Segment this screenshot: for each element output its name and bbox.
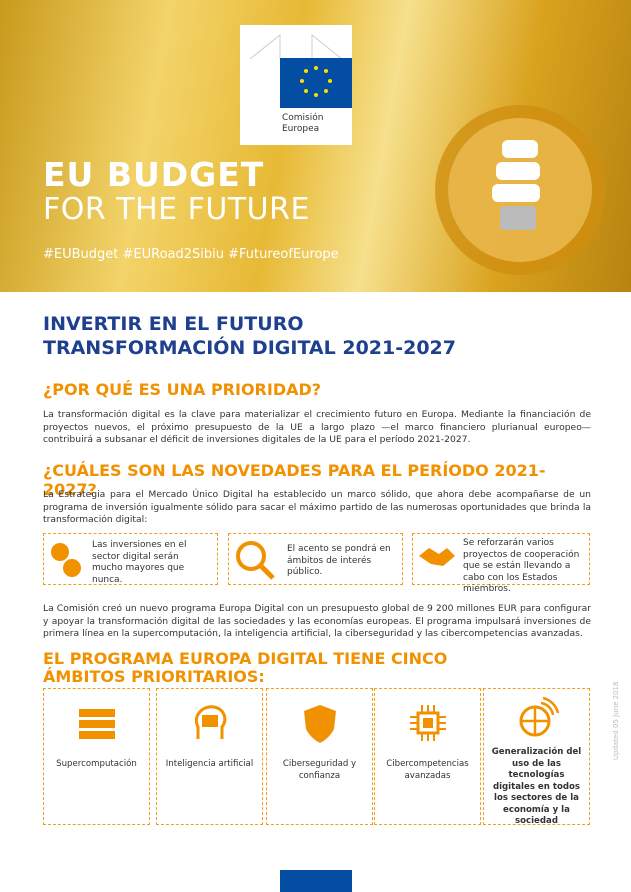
- priority-label: Supercomputación: [56, 759, 137, 769]
- heading: TRANSFORMACIÓN DIGITAL 2021-2027: [43, 337, 456, 359]
- priority-box: Generalización del uso de las tecnología…: [483, 688, 590, 826]
- section-title: ¿CUÁLES SON LAS NOVEDADES PARA EL PERÍOD…: [43, 461, 546, 499]
- priority-label: Generalización del uso de las tecnología…: [491, 747, 582, 826]
- chip-icon: [410, 705, 446, 741]
- shield-icon: [304, 705, 336, 743]
- priority-box: Ciberseguridad y confianza: [266, 688, 373, 825]
- hashtags: #EUBudget #EURoad2Sibiu #FutureofEurope: [43, 247, 339, 262]
- info-box: Se reforzarán varios proyectos de cooper…: [412, 533, 590, 594]
- hero-title: EU BUDGET: [43, 155, 265, 194]
- info-box: El acento se pondrá en ámbitos de interé…: [228, 533, 403, 585]
- paragraph: La Estrategia para el Mercado Único Digi…: [43, 489, 591, 526]
- building-icon: [249, 33, 343, 60]
- logo-text: Comisión: [282, 113, 324, 123]
- priority-box: Supercomputación: [43, 688, 150, 825]
- priority-label: Inteligencia artificial: [165, 759, 254, 769]
- ai-icon: [195, 705, 227, 739]
- priority-label: Ciberseguridad y confianza: [282, 759, 357, 781]
- server-icon: [79, 709, 115, 739]
- updated-note: Updated 05 June 2018: [612, 681, 620, 760]
- eu-flag: [280, 58, 352, 108]
- info-box: Las inversiones en el sector digital ser…: [43, 533, 218, 585]
- box-text: El acento se pondrá en ámbitos de interé…: [287, 544, 391, 577]
- priority-box: Inteligencia artificial: [156, 688, 263, 825]
- euro-icon: [51, 543, 81, 577]
- section-title: EL PROGRAMA EUROPA DIGITAL TIENE CINCO Á…: [43, 649, 448, 686]
- globe-icon: [519, 697, 559, 737]
- handshake-icon: [419, 548, 455, 566]
- footer-bar: [280, 870, 352, 892]
- bulb-icon: [435, 105, 605, 275]
- logo-text: Europea: [282, 124, 320, 134]
- hero-subtitle: FOR THE FUTURE: [43, 192, 310, 227]
- section-title: ¿POR QUÉ ES UNA PRIORIDAD?: [43, 380, 322, 399]
- box-text: Las inversiones en el sector digital ser…: [92, 540, 187, 585]
- heading: INVERTIR EN EL FUTURO: [43, 313, 304, 335]
- priority-box: Cibercompetencias avanzadas: [374, 688, 481, 825]
- paragraph: La transformación digital es la clave pa…: [43, 409, 591, 446]
- paragraph: La Comisión creó un nuevo programa Europ…: [43, 603, 591, 640]
- magnifier-icon: [236, 541, 275, 580]
- box-text: Se reforzarán varios proyectos de cooper…: [463, 538, 580, 594]
- priority-label: Cibercompetencias avanzadas: [386, 759, 469, 781]
